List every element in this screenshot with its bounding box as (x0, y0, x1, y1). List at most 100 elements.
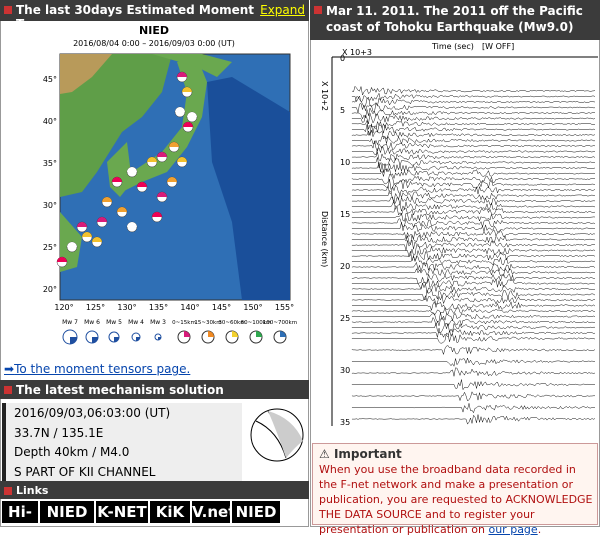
mechanism-fill (67, 242, 77, 247)
trace (351, 145, 595, 156)
header-title: The last 30days Estimated Moment Tensors (16, 3, 255, 31)
mag-icon-fill (70, 337, 77, 344)
mechanism-fill (177, 72, 187, 77)
logo-link[interactable]: K-NET (96, 501, 148, 523)
dist-tick: 35 (340, 418, 350, 427)
trace (351, 157, 596, 168)
lon-label: 140° (180, 303, 199, 312)
dist-label: Distance (km) (320, 211, 329, 267)
mechanism-fill (77, 222, 87, 227)
mag-icon-fill (114, 337, 119, 342)
solution-row: Depth 40km / M4.0 (2, 442, 242, 462)
mechanism-fill (183, 122, 193, 127)
solution-row: S PART OF KII CHANNEL (2, 461, 242, 482)
trace (351, 217, 596, 228)
map-title: NIED (139, 24, 169, 37)
logo-link[interactable]: V.net (192, 501, 236, 523)
mechanism-fill (187, 112, 197, 117)
expand-link[interactable]: Expand (260, 3, 305, 17)
trace (351, 167, 596, 180)
important-box: ⚠ Important When you use the broadband d… (312, 443, 598, 536)
dist-scale: X 10+2 (320, 81, 329, 111)
header: The latest mechanism solution (0, 380, 309, 399)
trace (351, 273, 596, 284)
logo-link[interactable]: NIED (40, 501, 94, 523)
lat-label: 40° (43, 117, 57, 126)
mag-label: Mw 7 (62, 319, 78, 326)
trace (351, 102, 596, 113)
depth-icon-fill (256, 331, 262, 337)
deep-ocean (207, 77, 290, 300)
mechanism-fill (57, 257, 67, 262)
trace (351, 267, 596, 277)
trace (351, 130, 596, 140)
trace (351, 245, 596, 258)
depth-label: 30~60km (218, 320, 245, 326)
depth-label: 0~15km (172, 320, 196, 326)
our-page-link[interactable]: our page (488, 523, 538, 536)
moment-link[interactable]: ➡To the moment tensors page. (4, 362, 191, 376)
dist-tick: 20 (340, 262, 350, 271)
logo-link[interactable]: NIED (232, 501, 280, 523)
trace (351, 294, 596, 306)
trace (351, 345, 596, 356)
important-text: When you use the broadband data recorded… (319, 462, 595, 537)
trace (351, 239, 596, 251)
trace (351, 85, 596, 96)
trace (351, 222, 596, 233)
depth-label: 100~700km (263, 320, 297, 326)
mechanism-fill (152, 212, 162, 217)
trace (351, 332, 596, 344)
land (152, 54, 232, 77)
mag-label: Mw 3 (150, 319, 166, 326)
trace (351, 151, 596, 162)
land (60, 54, 172, 197)
trace (351, 261, 596, 273)
trace (351, 249, 596, 262)
depth-label: 15~30km (194, 320, 221, 326)
trace (351, 282, 596, 294)
component: [W OFF] (482, 42, 514, 51)
trace (351, 289, 596, 301)
beachball (250, 408, 304, 462)
trace (351, 119, 595, 131)
trace (351, 300, 596, 312)
time-scale: X 10+3 (342, 48, 372, 57)
mechanism-fill (127, 222, 137, 227)
important-title: ⚠ Important (319, 447, 402, 461)
trace (351, 113, 596, 125)
lon-label: 130° (117, 303, 136, 312)
header-title: Mar 11. 2011. The 2011 off the Pacific c… (326, 4, 583, 34)
dist-tick: 15 (340, 210, 350, 219)
lat-label: 20° (43, 285, 57, 294)
mechanism-fill (177, 157, 187, 162)
logo-link[interactable]: KiK (150, 501, 190, 523)
mechanism-fill (169, 142, 179, 147)
link-text[interactable]: To the moment tensors page. (14, 362, 191, 376)
dist-tick: 10 (340, 158, 350, 167)
trace (351, 123, 596, 136)
lon-label: 125° (86, 303, 105, 312)
dist-tick: 25 (340, 314, 350, 323)
mag-label: Mw 6 (84, 319, 100, 326)
mechanism-fill (182, 87, 192, 92)
lat-label: 30° (43, 201, 57, 210)
trace (351, 135, 596, 146)
mag-label: Mw 4 (128, 319, 144, 326)
trace (351, 379, 596, 391)
lat-label: 45° (43, 75, 57, 84)
trace (351, 357, 596, 367)
trace (351, 162, 596, 173)
map: NIED 2016/08/04 0:00 – 2016/09/03 0:00 (… (43, 24, 297, 345)
trace (351, 190, 596, 202)
trace (351, 107, 596, 120)
mag-icon-fill (158, 337, 161, 340)
trace (351, 199, 596, 213)
trace (351, 322, 595, 334)
trace (351, 205, 596, 216)
logo-link[interactable]: Hi-net (2, 501, 38, 543)
depth-icon-fill (184, 331, 190, 337)
end: . (537, 523, 542, 536)
depth-label: 60~100km (241, 320, 272, 326)
